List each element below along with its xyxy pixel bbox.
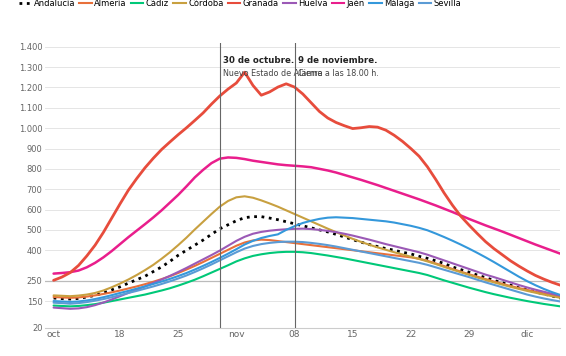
Text: 9 de noviembre.: 9 de noviembre. bbox=[298, 56, 378, 65]
Text: Cierre a las 18.00 h.: Cierre a las 18.00 h. bbox=[298, 69, 379, 78]
Legend: Andalucía, Almería, Cádiz, Córdoba, Granada, Huelva, Jaén, Málaga, Sevilla: Andalucía, Almería, Cádiz, Córdoba, Gran… bbox=[19, 0, 461, 8]
Text: 30 de octubre.: 30 de octubre. bbox=[223, 56, 294, 65]
Text: Nuevo Estado de Alarma: Nuevo Estado de Alarma bbox=[223, 69, 323, 78]
